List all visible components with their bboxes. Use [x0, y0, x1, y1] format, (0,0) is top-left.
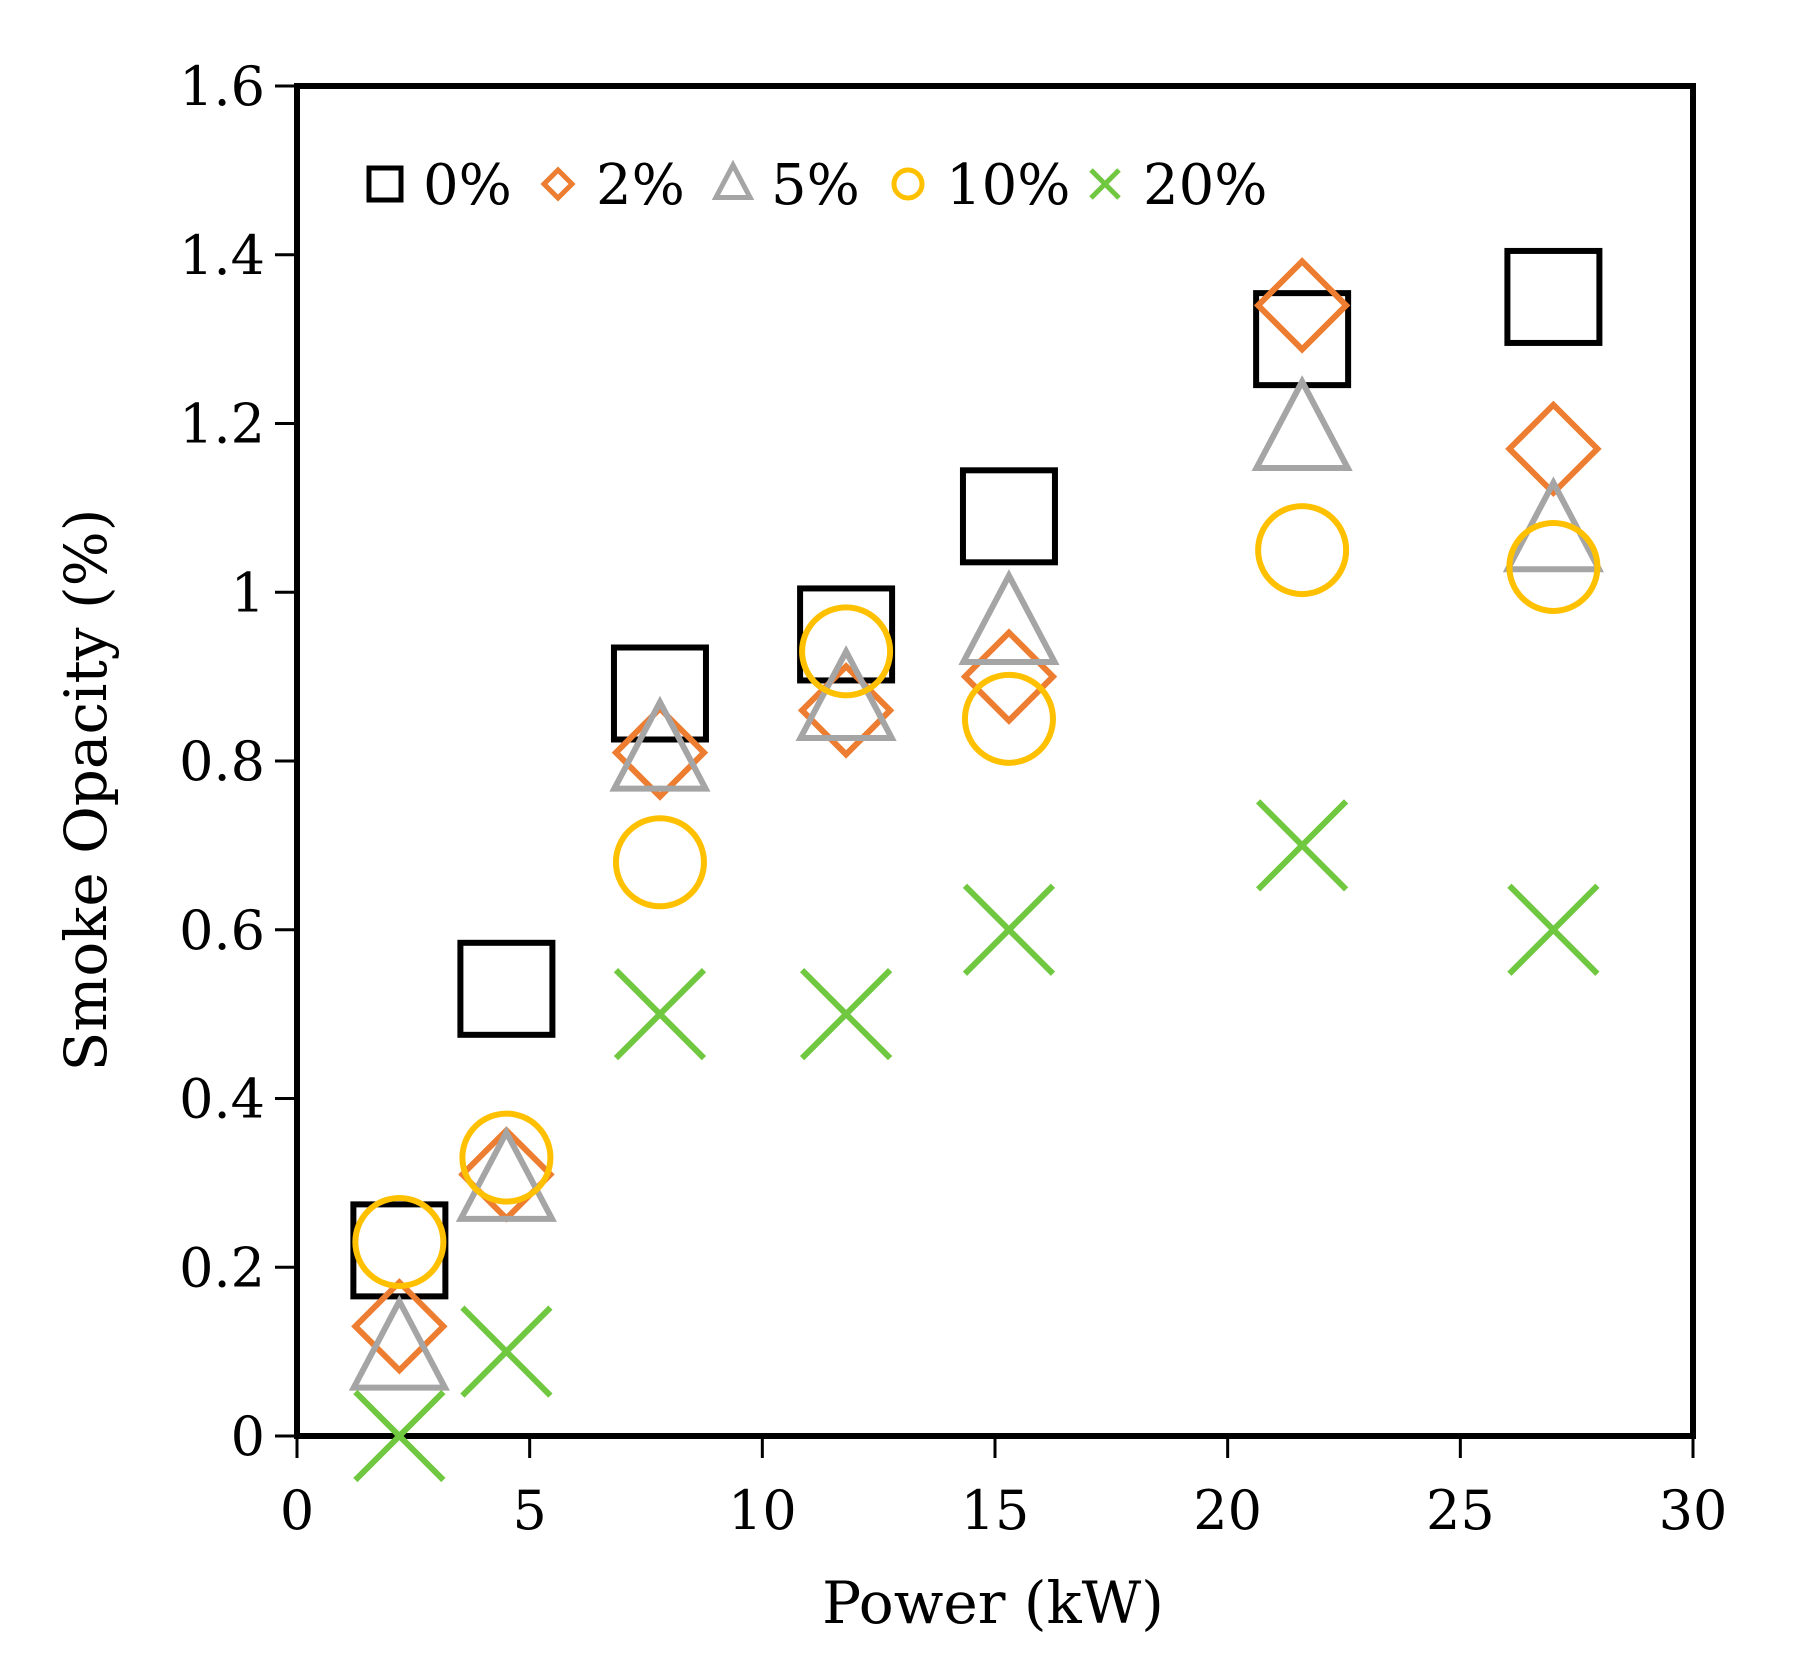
legend-marker-square [366, 165, 404, 203]
y-tick-label: 0.4 [179, 1068, 265, 1131]
data-point-x [353, 1389, 446, 1483]
data-point-square [1253, 290, 1352, 389]
data-point-x [460, 1305, 553, 1398]
data-point-square [959, 467, 1058, 566]
legend-label: 2% [596, 153, 685, 218]
data-point-triangle [795, 645, 897, 741]
legend-label: 5% [771, 153, 860, 218]
legend-item: 5% [711, 153, 860, 218]
data-points [348, 247, 1604, 1483]
data-point-square [457, 939, 556, 1038]
data-point-square [610, 644, 709, 743]
series-triangle [348, 375, 1604, 1391]
data-point-triangle [348, 1294, 450, 1391]
legend: 0% 2% 5% 10% 20% [366, 153, 1267, 218]
data-point-x [1255, 799, 1349, 892]
data-point-circle [1506, 519, 1601, 614]
data-point-x [799, 968, 893, 1061]
legend-marker-triangle [711, 159, 755, 200]
legend-marker-x [1089, 168, 1121, 200]
y-tick-label: 0.2 [179, 1236, 265, 1299]
y-tick-label: 1 [231, 561, 265, 624]
y-tick-label: 0.8 [179, 730, 265, 793]
data-point-diamond [1253, 257, 1351, 354]
data-point-x [613, 968, 707, 1061]
x-tick-label: 15 [961, 1479, 1030, 1542]
data-point-square [797, 585, 896, 684]
x-tick-label: 10 [728, 1479, 797, 1542]
legend-marker-circle [891, 167, 925, 201]
x-axis-title: Power (kW) [822, 1569, 1164, 1637]
y-tick-label: 0.6 [179, 899, 265, 962]
legend-item: 0% [366, 153, 512, 218]
data-point-diamond [1505, 400, 1602, 498]
legend-label: 10% [946, 153, 1070, 218]
data-point-circle [612, 815, 707, 910]
data-point-circle [459, 1110, 554, 1205]
x-tick-label: 30 [1659, 1479, 1728, 1542]
x-tick-label: 25 [1426, 1479, 1495, 1542]
x-tick-label: 5 [512, 1479, 546, 1542]
series-x [353, 799, 1600, 1483]
data-point-triangle [1251, 375, 1353, 471]
legend-marker-diamond [540, 166, 576, 202]
y-tick-label: 1.2 [179, 393, 265, 456]
y-tick-label: 0 [231, 1405, 265, 1468]
legend-label: 0% [423, 153, 512, 218]
axis-ticks: 0 0.2 0.4 0.6 0.8 1 1.2 1.4 1.6 0 5 10 15 20 25 30 [179, 55, 1727, 1542]
data-point-x [1507, 883, 1600, 976]
data-point-triangle [958, 569, 1060, 665]
legend-item: 10% [891, 153, 1070, 218]
data-point-x [962, 883, 1056, 976]
data-point-circle [961, 671, 1056, 766]
y-axis-title: Smoke Opacity (%) [52, 509, 120, 1072]
data-point-circle [1255, 503, 1350, 598]
legend-label: 20% [1143, 153, 1267, 218]
x-tick-label: 0 [280, 1479, 314, 1542]
data-point-circle [799, 604, 894, 699]
legend-item: 20% [1089, 153, 1267, 218]
y-tick-label: 1.6 [179, 55, 265, 118]
data-point-diamond [458, 1126, 555, 1223]
data-point-diamond [797, 662, 895, 759]
data-point-triangle [455, 1126, 557, 1222]
data-point-circle [352, 1194, 447, 1289]
data-point-diamond [611, 704, 709, 801]
series-circle [352, 503, 1601, 1289]
data-point-triangle [609, 695, 711, 792]
x-tick-label: 20 [1193, 1479, 1262, 1542]
data-point-square [1504, 247, 1603, 346]
data-point-diamond [351, 1278, 448, 1375]
legend-item: 2% [540, 153, 685, 218]
y-tick-label: 1.4 [179, 224, 265, 287]
series-square [350, 247, 1603, 1300]
